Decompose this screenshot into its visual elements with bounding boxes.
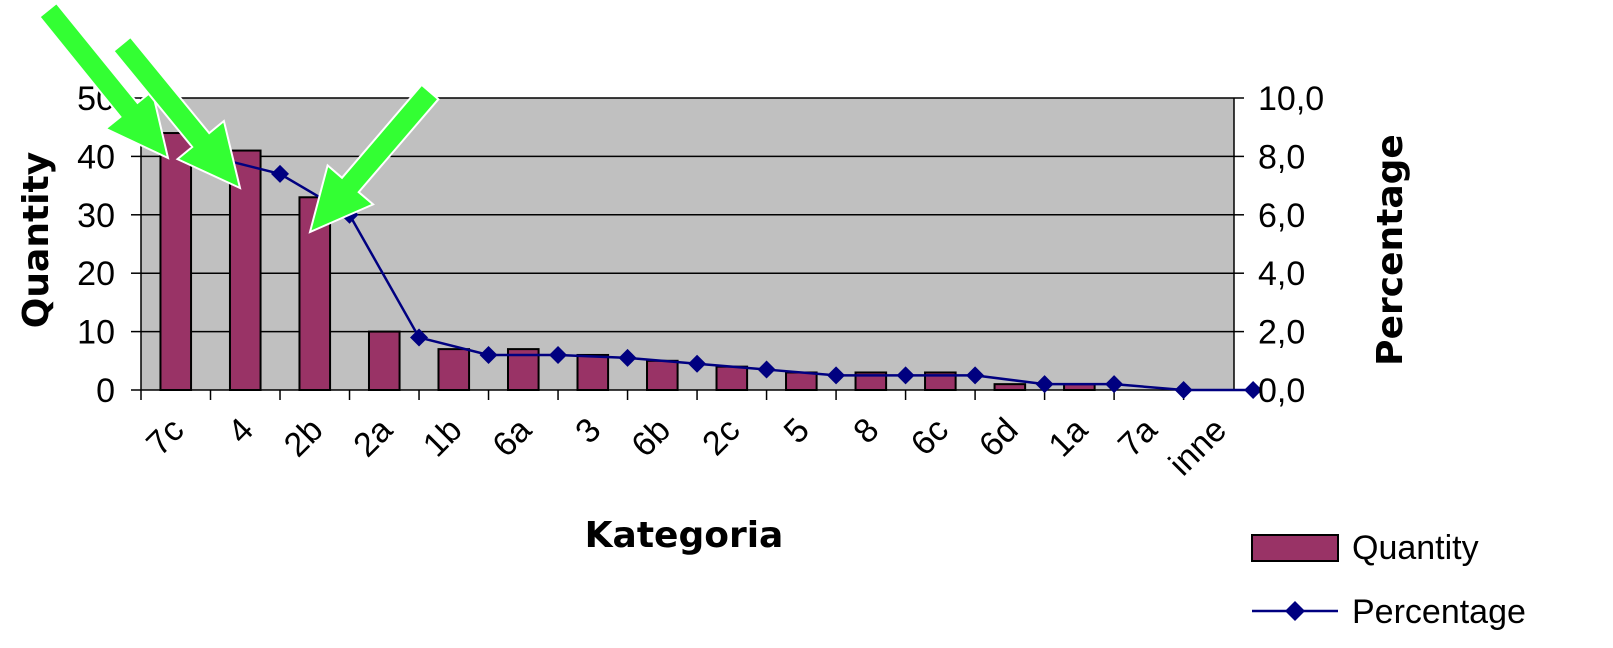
percentage-point [966,366,985,385]
percentage-point [896,366,915,385]
x-axis-title: Kategoria [585,515,784,556]
quantity-bars [159,132,1096,392]
percentage-polyline [210,155,1254,392]
percentage-point [1244,381,1263,399]
legend-marker-percentage [1285,601,1305,621]
x-tick-label: 2c [695,411,747,463]
y2-tick-label: 8,0 [1258,138,1305,176]
y2-tick-label: 6,0 [1258,197,1305,235]
bar [646,359,679,391]
x-tick-label: 4 [221,411,261,451]
x-tick-label: 6a [485,411,539,465]
percentage-point [271,164,290,183]
x-tick-label: 1b [416,411,470,465]
y2-tick-label: 4,0 [1258,255,1305,293]
x-tick-label: 6d [972,411,1026,465]
legend-label-quantity: Quantity [1352,529,1479,567]
annotation-arrows [38,1,440,234]
y2-tick-labels: 0,0 2,0 4,0 6,0 8,0 10,0 [1258,80,1324,410]
bar [993,383,1027,392]
x-tick-label: 2a [346,411,400,465]
y-tick-label: 30 [77,197,115,235]
y-axis-title: Quantity [16,152,57,328]
bar [367,330,401,392]
x-tick-label: 5 [777,411,817,451]
percentage-point [827,366,846,385]
percentage-point [1174,381,1193,399]
x-tick-label: 7a [1111,411,1165,465]
legend-label-percentage: Percentage [1352,593,1526,631]
y-tick-label: 0 [96,372,115,410]
bar [437,348,471,391]
annotation-arrow [112,35,242,190]
percentage-point [549,345,568,364]
x-tick-label: 7c [139,411,191,463]
y-tick-label: 10 [77,314,115,352]
percentage-point [410,328,429,347]
y2-tick-label: 10,0 [1258,80,1324,118]
x-tick-label: 1a [1041,411,1095,465]
y-tick-label: 40 [77,138,115,176]
x-tick-label: 3 [568,411,608,451]
percentage-point [688,354,707,373]
x-tick-label: 2b [277,411,331,465]
percentage-point [618,348,637,367]
percentage-point [479,345,498,364]
y2-axis-title: Percentage [1370,134,1411,366]
y2-tick-label: 2,0 [1258,314,1305,352]
x-tick-label: 6b [624,411,678,465]
y-tick-label: 20 [77,255,115,293]
annotation-arrow [308,83,440,234]
percentage-point [1035,375,1054,394]
legend-swatch-quantity [1251,534,1339,562]
axes [131,97,1244,400]
annotation-arrow [38,1,170,160]
bar [576,353,610,391]
percentage-line [201,147,1263,399]
percentage-point [1105,375,1124,394]
bar [785,371,818,392]
y2-tick-label: 0,0 [1258,372,1305,410]
bar [715,365,749,392]
percentage-point [757,360,776,379]
x-tick-label: 8 [846,411,886,451]
x-tick-label: inne [1162,411,1234,483]
legend: Quantity Percentage [1251,529,1526,631]
bar [159,132,193,391]
x-tick-label: 6c [904,411,956,463]
